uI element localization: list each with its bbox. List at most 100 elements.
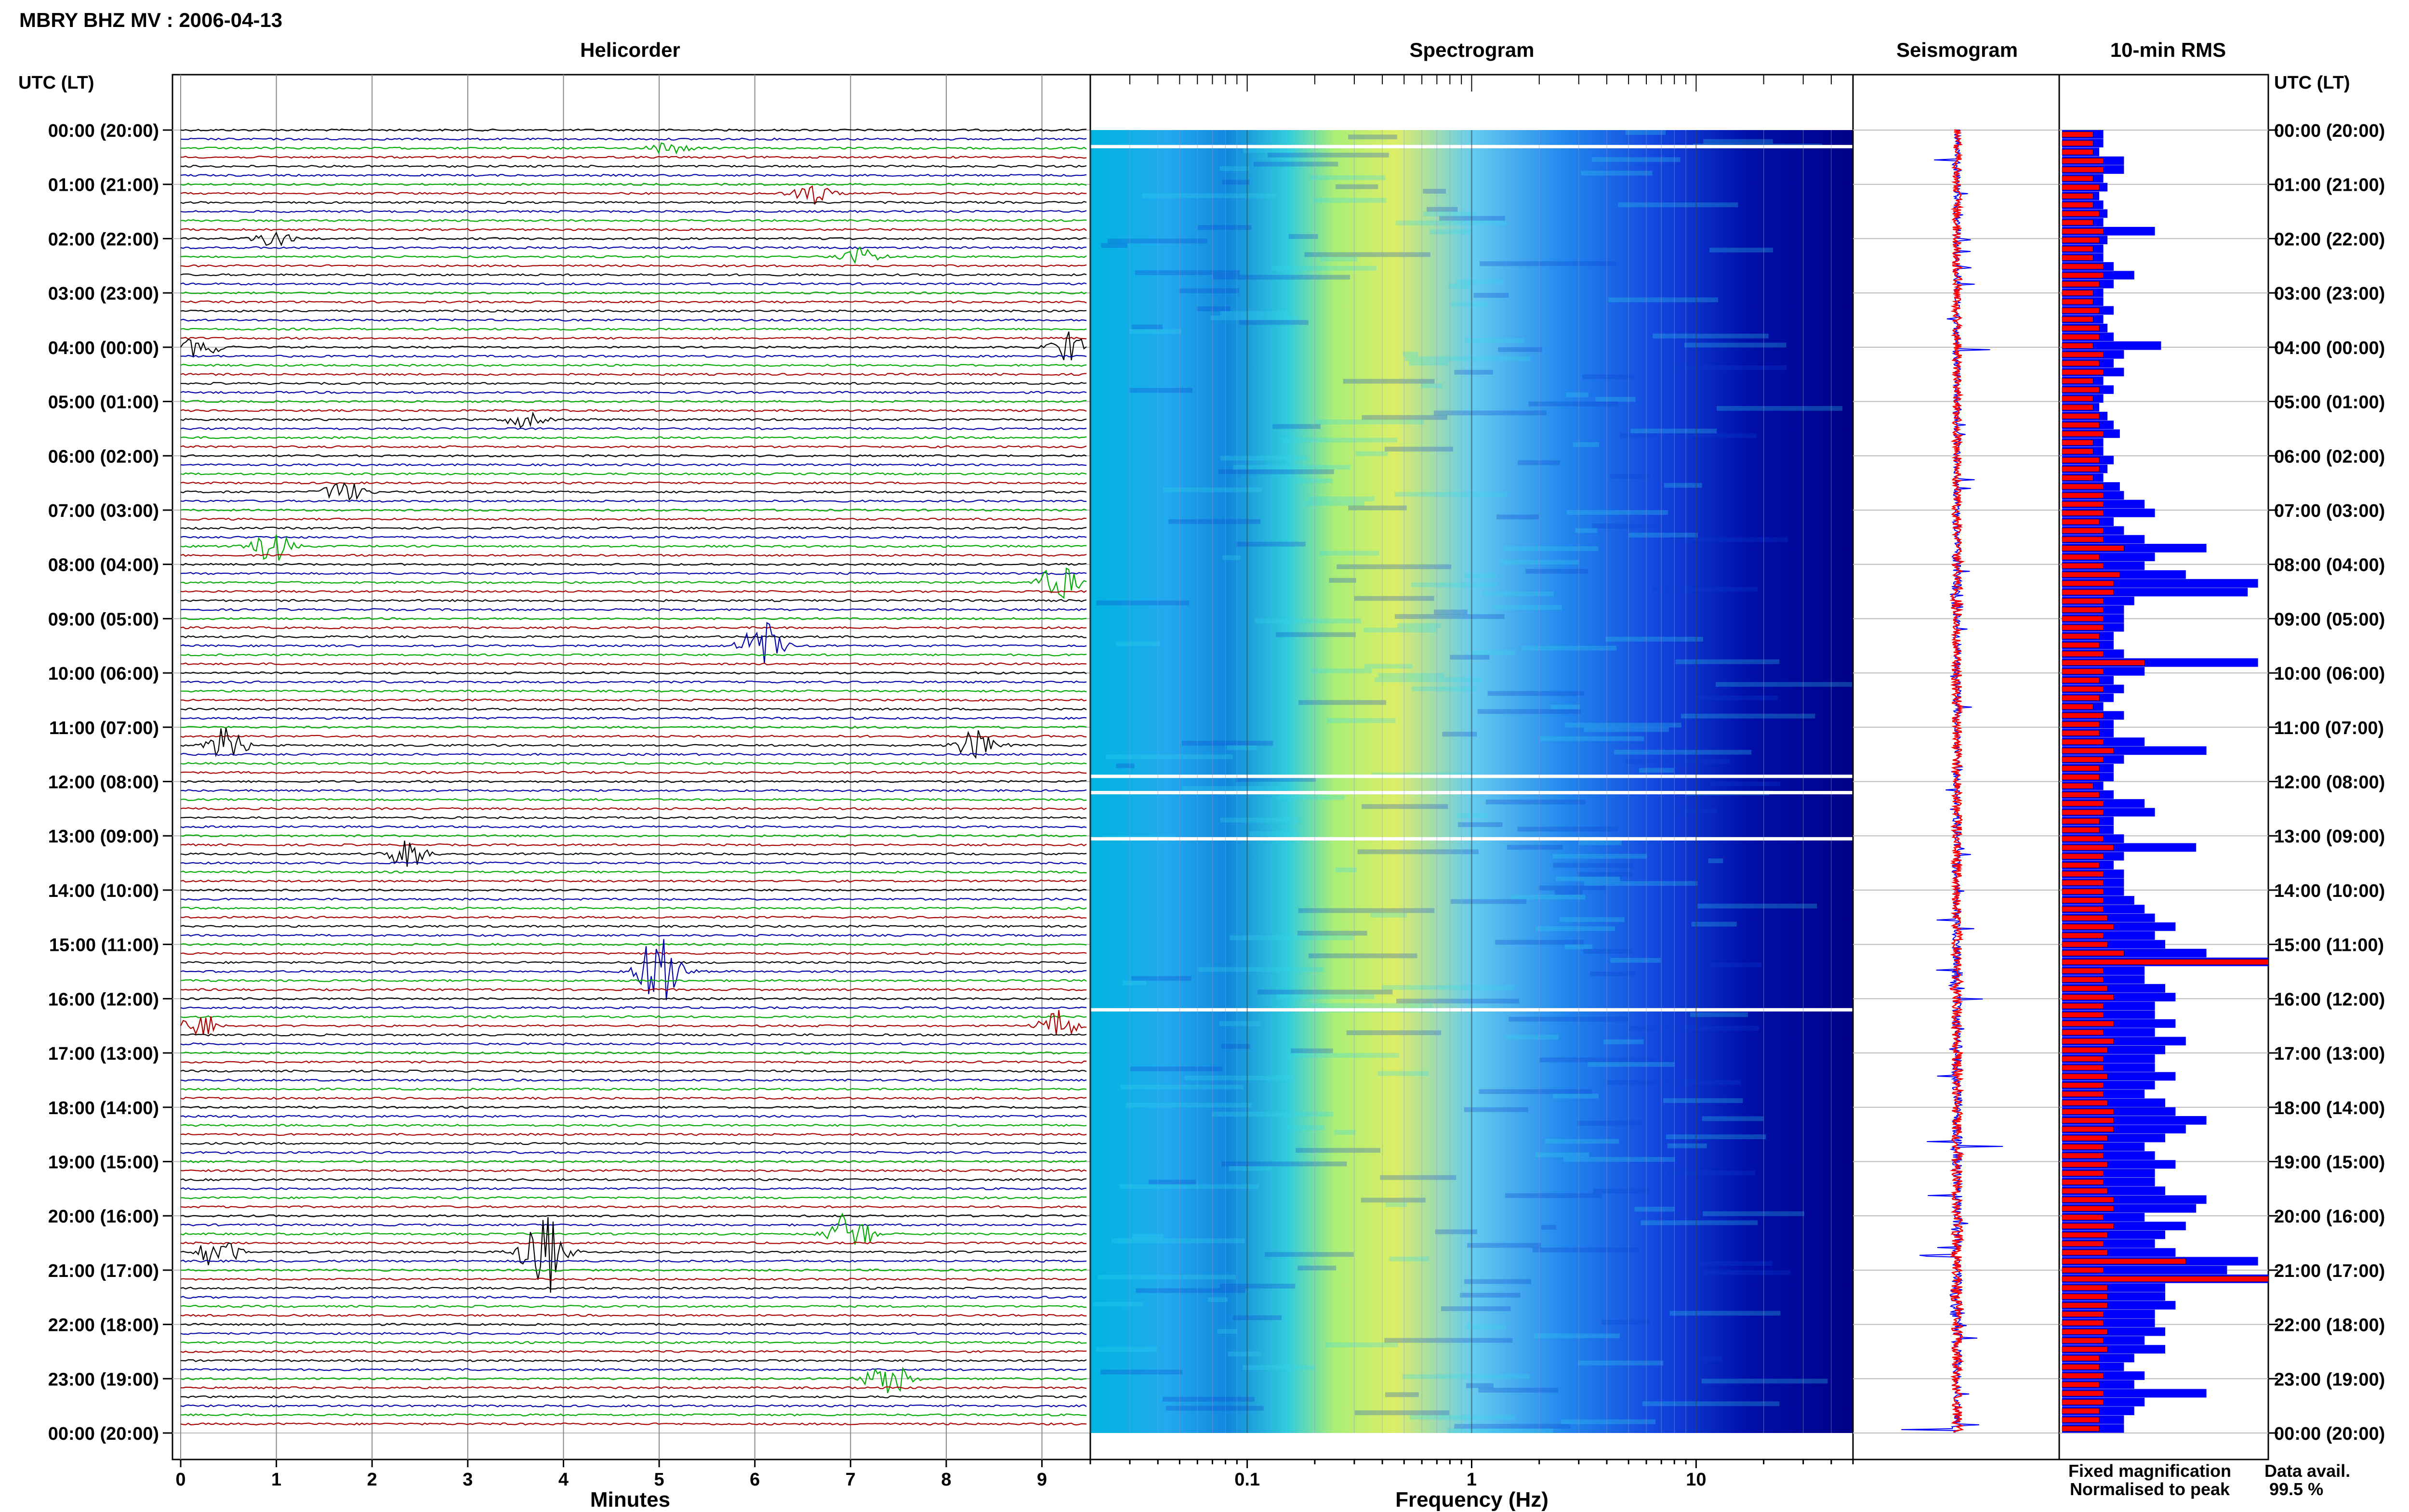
helicorder-trace [180,327,1087,331]
spectrogram-streak [1480,261,1616,266]
spectrogram-streak [1135,270,1240,276]
helicorder-trace [180,300,1087,304]
spectrogram-streak [1628,1026,1759,1031]
helicorder-trace [180,164,1087,168]
spectrogram-streak [1236,541,1306,547]
spectrogram-streak [1467,1243,1541,1248]
spectrogram-streak [1505,1035,1559,1040]
spectrogram-streak [1607,1080,1741,1085]
spectrogram-streak [1509,1016,1628,1022]
rms-bar-normalised [2062,659,2145,666]
spectrogram-streak [1116,641,1161,646]
helicorder-trace [180,907,1087,910]
spectrogram-streak [1473,293,1509,298]
helicorder-trace [180,463,1087,467]
seismogram-panel [1852,74,2060,1460]
spectrogram-streak [1408,361,1449,366]
rms-bar-normalised [2062,1311,2104,1317]
helicorder-trace [180,273,1087,276]
spectrogram-streak [1243,148,1296,153]
spectrogram-streak [1618,202,1738,208]
spectrogram-streak [1535,926,1615,931]
rms-bar-normalised [2062,589,2114,595]
spectrogram-streak [1343,379,1435,384]
seismogram-normalised-trace [1949,129,1965,1433]
spectrogram-streak [1550,704,1580,710]
minute-tick-label: 4 [558,1470,569,1490]
spectrogram-streak [1130,1066,1223,1072]
helicorder-trace [180,372,1087,376]
figure-title: MBRY BHZ MV : 2006-04-13 [19,9,282,31]
rms-panel [2058,74,2269,1460]
spectrogram-streak [1579,840,1622,845]
spectrogram-streak [1395,220,1507,225]
spectrogram-streak [1362,804,1448,809]
spectrogram-x-label: Frequency (Hz) [1395,1488,1549,1512]
spectrogram-streak [1296,1148,1381,1153]
rms-bar-normalised [2062,1338,2104,1343]
rms-bar-normalised [2062,1170,2104,1176]
spectrogram-streak [1304,252,1430,257]
time-tick-left: 18:00 (14:00) [48,1098,159,1118]
helicorder-trace [180,318,1087,322]
helicorder-trace [180,1341,1087,1344]
spectrogram-streak [1337,564,1452,569]
spectrogram-streak [1257,989,1393,995]
spectrogram-streak [1666,1134,1766,1139]
spectrogram-streak [1361,1197,1426,1203]
spectrogram-streak [1165,1406,1264,1411]
spectrogram-streak [1454,369,1493,375]
spectrogram-streak [1545,1139,1619,1144]
rms-bar-normalised [2062,1047,2108,1053]
seismogram-traces [1901,129,2003,1433]
helicorder-trace [180,988,1087,991]
spectrogram-streak [1112,1238,1245,1244]
minute-tick-label: 1 [271,1470,281,1490]
spectrogram-streak [1701,1379,1828,1384]
time-tick-left: 22:00 (18:00) [48,1315,159,1336]
spectrogram-streak [1507,844,1563,850]
time-tick-left: 04:00 (00:00) [48,338,159,358]
rms-bar-normalised [2062,422,2100,428]
helicorder-trace [180,1132,1087,1136]
spectrogram-streak [1593,1188,1649,1194]
time-tick-right: 19:00 (15:00) [2274,1152,2385,1172]
spectrogram-streak [1222,555,1241,560]
helicorder-panel [172,74,1091,1460]
spectrogram-streak [1478,1388,1559,1393]
spectrogram-streak [1559,917,1625,922]
spectrogram-streak [1298,700,1387,705]
helicorder-trace [180,1212,1087,1245]
helicorder-trace [180,1259,1087,1263]
spectrogram-streak [1630,428,1717,434]
helicorder-trace [180,689,1087,693]
frequency-tick-label: 10 [1686,1470,1706,1490]
helicorder-trace [180,336,1087,340]
time-tick-left: 03:00 (23:00) [48,284,159,304]
time-axis-label-left: UTC (LT) [18,73,94,93]
time-tick-right: 14:00 (10:00) [2274,881,2385,901]
spectrogram-streak [1285,1053,1399,1058]
spectrogram-streak [1498,347,1542,352]
spectrogram-streak [1528,401,1618,407]
helicorder-trace [181,1196,1087,1199]
helicorder-trace [180,943,1087,946]
helicorder-trace [180,960,1087,964]
spectrogram-streak [1131,324,1163,329]
helicorder-trace [180,861,1087,865]
rms-bar-normalised [2062,712,2104,719]
spectrogram-streak [1116,763,1135,768]
time-tick-right: 21:00 (17:00) [2274,1261,2385,1281]
spectrogram-streak [1298,908,1435,913]
rms-bar-normalised [2062,651,2104,657]
spectrogram-streak [1101,243,1127,248]
spectrogram-streak [1396,999,1520,1004]
spectrogram-streak [1605,636,1703,642]
spectrogram-streak [1221,1044,1250,1049]
helicorder-trace [180,798,1087,802]
helicorder-trace [180,1323,1087,1326]
spectrogram-streak [1577,1120,1642,1126]
spectrogram-streak [1471,650,1515,656]
spectrogram-streak [1320,551,1379,556]
helicorder-trace [180,1268,1087,1272]
